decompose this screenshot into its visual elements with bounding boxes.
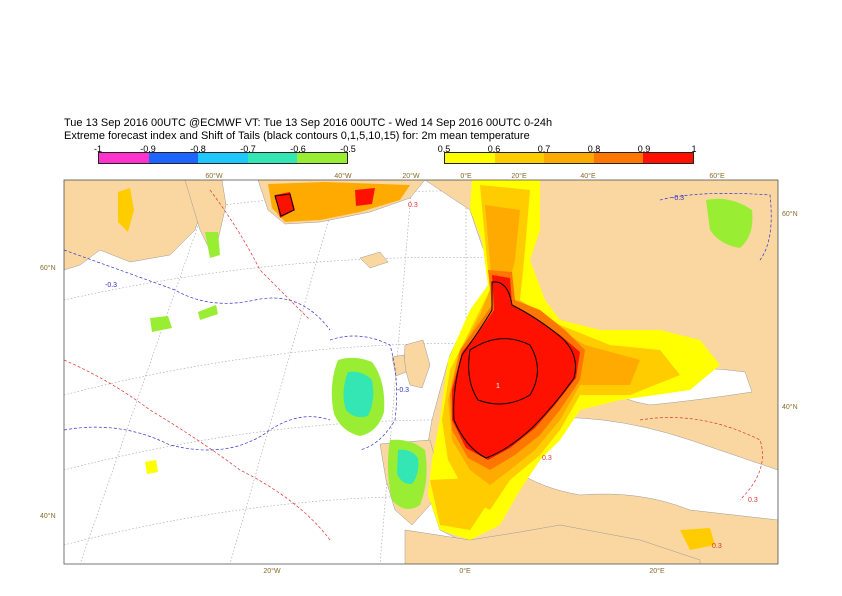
legend-negative-swatch-1 [148,153,199,163]
lon-labels-top: 60°W 40°W 20°W 0°E 20°E 40°E 60°E [205,172,725,180]
sot-contour-0 [453,281,576,459]
legend-positive-labels: 0.5 0.6 0.7 0.8 0.9 1 [438,144,697,154]
sot-contour-1 [468,338,538,405]
map-title-line1: Tue 13 Sep 2016 00UTC @ECMWF VT: Tue 13 … [64,117,553,129]
legend-negative-label-0: -1 [93,144,103,154]
lon-label-top-3: 0°E [460,172,472,180]
sot-contour-greenland [274,193,295,217]
legend-positive-label-0: 0.5 [437,144,451,154]
legend-positive-label-3: 0.8 [587,144,601,154]
legend-negative-swatch-3 [247,153,298,163]
land-iceland [359,251,389,269]
efi-neg-band-0.5-baffin [205,232,220,258]
land-north-africa [404,524,701,564]
contour-neg-1 [64,249,331,331]
lon-label-top-1: 40°W [334,172,352,180]
efi-negative [150,198,753,509]
contour-pos-1 [64,359,331,541]
legend-negative-bar [98,152,348,164]
legend-positive-swatch-3 [593,153,644,163]
legend-negative-label-3: -0.7 [240,144,256,154]
map-frame [63,179,779,565]
contour-label-pos-3: 0.3 [748,497,758,504]
lon-label-top-2: 20°W [402,172,420,180]
mediterranean-sea [514,417,778,521]
contour-pos-3 [639,417,763,501]
legend-negative-label-1: -0.9 [140,144,156,154]
legend-negative-label-4: -0.6 [290,144,306,154]
lon-label-top-5: 40°E [580,172,596,180]
legend-positive-swatch-4 [643,153,693,163]
lon-label-bottom-2: 20°E [649,567,665,575]
lon-labels-bottom: 20°W 0°E 20°E [263,567,665,575]
efi-greenland-red-2 [355,188,375,206]
contour-label-pos-1: 0.3 [408,202,418,209]
efi-neg-band-0.5-russia [706,198,753,248]
efi-labrador-yellow [118,188,134,232]
lat-label-right-40n: 40°N [782,403,798,411]
legend-positive-label-5: 1 [691,144,697,154]
lat-label-left-60n: 60°N [40,264,56,272]
legend-positive-swatch-0 [445,153,495,163]
legend-positive: 0.5 0.6 0.7 0.8 0.9 1 [438,144,697,166]
legend-positive-label-4: 0.9 [637,144,651,154]
legend-negative-label-2: -0.8 [190,144,206,154]
contour-label-neg-1: -0.3 [105,282,117,289]
efi-neg-band-0.6-azores [397,449,419,485]
contour-label-pos-2: 0.3 [542,455,552,462]
lat-label-left-40n: 40°N [40,512,56,520]
meridian-40w [229,180,341,564]
legend-negative-swatch-4 [297,153,347,163]
contour-neg-4 [659,192,772,261]
lon-label-top-4: 20°E [511,172,527,180]
contour-label-neg-2: -0.3 [397,387,409,394]
legend-positive-label-1: 0.6 [487,144,501,154]
lon-label-top-6: 60°E [709,172,725,180]
contour-label-neg-3: -0.3 [672,195,684,202]
efi-positive [118,180,720,550]
efi-iberia-orange [430,478,490,530]
lat-label-right-60n: 60°N [782,210,798,218]
legend-negative-label-5: -0.5 [340,144,356,154]
contour-neg-2 [64,416,331,451]
lon-label-top-0: 60°W [205,172,223,180]
meridian-60w [79,180,215,564]
efi-neg-band-0.6-atlantic [343,371,374,418]
map-title-line2: Extreme forecast index and Shift of Tail… [64,130,530,142]
lon-label-bottom-0: 20°W [263,567,281,575]
efi-atlantic-yellow [145,460,158,474]
sot-label: 1 [496,383,500,390]
legend-positive-swatch-2 [544,153,594,163]
legend-positive-swatch-1 [494,153,545,163]
legend-negative-swatch-2 [198,153,248,163]
legend-negative: -1 -0.9 -0.8 -0.7 -0.6 -0.5 [94,144,356,166]
sot-contours [274,193,576,459]
lon-label-bottom-1: 0°E [459,567,471,575]
efi-neg-band-0.5-west [150,316,172,332]
contour-pos-2 [209,189,311,321]
efi-africa-orange [680,528,715,550]
efi-greenland-orange [268,182,410,222]
legend-negative-swatch-0 [99,153,149,163]
contour-neg-3 [329,335,398,451]
land-ireland [391,354,407,377]
efi-neg-band-0.5-west2 [198,305,218,320]
legend-negative-labels: -1 -0.9 -0.8 -0.7 -0.6 -0.5 [94,144,356,154]
index-contours [64,189,772,541]
legend-positive-label-2: 0.7 [537,144,551,154]
contour-label-pos-4: 0.3 [712,543,722,550]
efi-band-0.9 [452,275,580,460]
legend-positive-bar [444,152,694,164]
